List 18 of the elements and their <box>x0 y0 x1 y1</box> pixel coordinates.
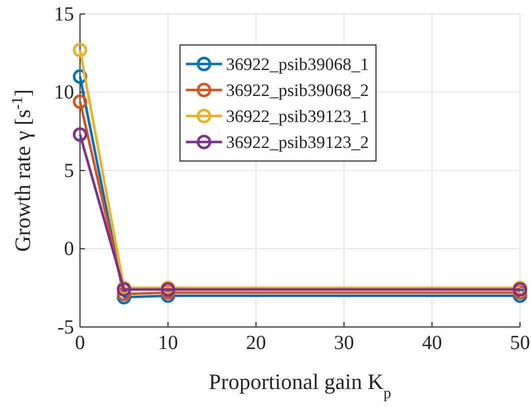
y-tick-label: 5 <box>64 160 74 182</box>
point <box>72 42 88 58</box>
x-tick-label: 30 <box>334 332 354 354</box>
legend-label: 36922_psib39123_2 <box>226 132 369 152</box>
y-tick-label: 0 <box>64 238 74 260</box>
x-tick-label: 10 <box>158 332 178 354</box>
legend-label: 36922_psib39068_2 <box>226 80 369 100</box>
legend-label: 36922_psib39068_1 <box>226 54 369 74</box>
x-tick-label: 40 <box>422 332 442 354</box>
legend-label: 36922_psib39123_1 <box>226 106 369 126</box>
x-axis-title: Proportional gain K$_{p}$ <box>208 369 392 402</box>
y-tick-label: 15 <box>54 3 74 26</box>
x-tick-label: 20 <box>246 332 266 354</box>
x-tick-label: 50 <box>510 332 530 354</box>
point <box>72 127 88 142</box>
point <box>72 94 88 109</box>
y-tick-label: 10 <box>54 82 74 104</box>
y-tick-label: -5 <box>57 316 74 338</box>
